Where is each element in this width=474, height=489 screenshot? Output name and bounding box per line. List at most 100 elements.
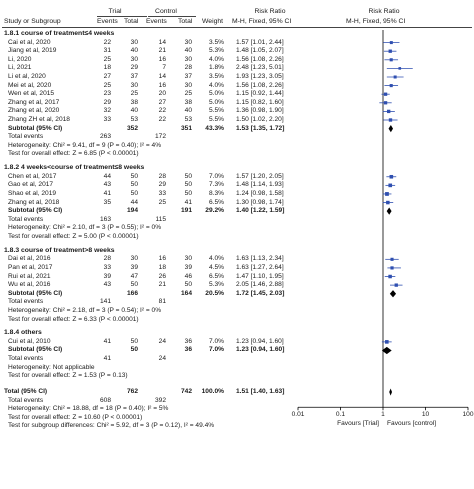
study-control-events: 28 bbox=[158, 172, 166, 180]
heterogeneity-stat: Heterogeneity: Chi² = 2.10, df = 3 (P = … bbox=[8, 224, 162, 232]
study-name: Cai et al, 2020 bbox=[8, 38, 51, 46]
study-control-total: 37 bbox=[184, 73, 192, 80]
subtotal-weight: 43.3% bbox=[205, 124, 224, 132]
study-name: Mei et al, 2020 bbox=[8, 81, 52, 89]
study-name: Cui et al, 2010 bbox=[8, 337, 51, 345]
risk-ratio-header: Risk Ratio bbox=[254, 8, 286, 15]
control-header-rule bbox=[148, 16, 196, 17]
trial-header-rule bbox=[97, 16, 147, 17]
study-control-events: 33 bbox=[158, 189, 166, 197]
study-control-total: 46 bbox=[184, 272, 192, 280]
study-trial-events: 23 bbox=[103, 90, 111, 98]
study-trial-total: 29 bbox=[130, 64, 138, 72]
study-weight: 5.3% bbox=[208, 281, 224, 289]
study-trial-events: 22 bbox=[103, 38, 111, 46]
subtotal-risk-ratio-ci: 1.40 [1.22, 1.59] bbox=[236, 207, 285, 215]
study-control-events: 14 bbox=[158, 38, 166, 46]
study-trial-events: 25 bbox=[103, 55, 111, 63]
study-name: Jiang et al, 2019 bbox=[8, 47, 57, 55]
study-weight: 5.5% bbox=[208, 107, 224, 115]
study-weight: 5.0% bbox=[208, 98, 224, 106]
study-control-events: 26 bbox=[158, 272, 166, 280]
study-control-events: 29 bbox=[158, 181, 166, 189]
study-effect-square bbox=[383, 101, 388, 105]
study-trial-total: 53 bbox=[130, 116, 138, 123]
pooled-effect-diamond bbox=[389, 388, 393, 396]
subtotal-control-total: 191 bbox=[180, 207, 192, 215]
study-control-events: 16 bbox=[158, 81, 166, 89]
study-effect-square bbox=[390, 257, 394, 261]
study-weight: 7.0% bbox=[208, 337, 224, 345]
study-trial-total: 50 bbox=[130, 281, 138, 289]
study-control-events: 21 bbox=[158, 281, 166, 289]
study-weight: 5.3% bbox=[208, 47, 224, 55]
study-risk-ratio-ci: 1.15 [0.92, 1.44] bbox=[236, 90, 284, 98]
study-trial-events: 31 bbox=[103, 47, 111, 55]
study-effect-square bbox=[394, 283, 398, 287]
x-axis-tick-label: 1 bbox=[381, 411, 385, 419]
study-name: Zhang ZH et al, 2018 bbox=[8, 116, 70, 123]
grand-overall-effect-test: Test for overall effect: Z = 10.60 (P < … bbox=[8, 413, 143, 421]
trial-group-header: Trial bbox=[108, 8, 122, 15]
study-trial-events: 43 bbox=[103, 181, 111, 189]
subtotal-trial-total: 166 bbox=[126, 289, 138, 297]
subtotal-weight: 20.5% bbox=[205, 289, 224, 297]
plot-method-header: M-H, Fixed, 95% CI bbox=[346, 18, 406, 25]
study-effect-square bbox=[389, 41, 393, 45]
study-effect-square bbox=[390, 266, 394, 270]
study-weight: 7.3% bbox=[208, 181, 224, 189]
study-control-total: 50 bbox=[184, 281, 192, 289]
study-risk-ratio-ci: 1.50 [1.02, 2.20] bbox=[236, 116, 284, 123]
study-trial-events: 25 bbox=[103, 81, 111, 89]
study-name: Zhang et al, 2017 bbox=[8, 98, 60, 106]
study-name: Gao et al, 2017 bbox=[8, 181, 54, 189]
heterogeneity-stat: Heterogeneity: Chi² = 9.41, df = 9 (P = … bbox=[8, 141, 162, 149]
x-axis-tick-label: 100 bbox=[462, 411, 474, 419]
subtotal-control-total: 36 bbox=[184, 346, 192, 354]
study-weight: 3.5% bbox=[208, 38, 224, 46]
total-events-trial: 141 bbox=[99, 298, 111, 306]
study-risk-ratio-ci: 1.24 [0.98, 1.58] bbox=[236, 189, 284, 197]
pooled-effect-diamond bbox=[389, 290, 397, 298]
x-axis-tick-label: 10 bbox=[421, 411, 430, 419]
study-control-total: 41 bbox=[184, 198, 192, 206]
study-control-events: 16 bbox=[158, 255, 166, 263]
total-trial-total: 762 bbox=[126, 388, 138, 396]
total-events-control: 115 bbox=[155, 215, 166, 223]
study-trial-events: 29 bbox=[103, 98, 111, 106]
study-control-events: 27 bbox=[158, 98, 166, 106]
subgroup-title: 1.8.3 course of treatment>8 weeks bbox=[4, 246, 115, 254]
study-risk-ratio-ci: 1.48 [1.14, 1.93] bbox=[236, 181, 284, 189]
study-risk-ratio-ci: 2.48 [1.23, 5.01] bbox=[236, 64, 284, 72]
study-trial-events: 39 bbox=[103, 272, 111, 280]
x-axis-tick-label: 0.1 bbox=[335, 411, 346, 419]
study-control-total: 28 bbox=[184, 64, 192, 72]
control-group-header: Control bbox=[155, 8, 177, 15]
study-control-total: 40 bbox=[184, 47, 192, 55]
study-risk-ratio-ci: 1.36 [0.98, 1.90] bbox=[236, 107, 284, 115]
total-weight: 100.0% bbox=[201, 388, 224, 396]
subgroup-title: 1.8.1 course of treatment≤4 weeks bbox=[4, 30, 115, 37]
total-events-label: Total events bbox=[8, 355, 44, 363]
study-name: Wen et al, 2015 bbox=[8, 90, 55, 98]
study-trial-total: 30 bbox=[130, 38, 138, 46]
favours-control-label: Favours [control] bbox=[387, 420, 437, 428]
total-events-control: 24 bbox=[158, 355, 166, 363]
study-control-events: 16 bbox=[158, 55, 166, 63]
study-control-total: 30 bbox=[184, 55, 192, 63]
study-weight: 8.3% bbox=[208, 189, 224, 197]
study-effect-square bbox=[386, 200, 390, 205]
study-control-total: 38 bbox=[184, 98, 192, 106]
study-control-total: 40 bbox=[184, 107, 192, 115]
grand-heterogeneity-stat: Heterogeneity: Chi² = 18.88, df = 18 (P … bbox=[8, 405, 169, 413]
study-trial-total: 37 bbox=[130, 73, 138, 80]
total-events-trial: 41 bbox=[103, 355, 111, 363]
total-events-label: Total events bbox=[8, 133, 44, 141]
study-trial-events: 41 bbox=[103, 189, 111, 197]
study-effect-square bbox=[388, 274, 392, 279]
study-risk-ratio-ci: 1.63 [1.13, 2.34] bbox=[236, 255, 284, 263]
study-name: Chen et al, 2017 bbox=[8, 172, 57, 180]
study-trial-total: 40 bbox=[130, 107, 138, 115]
